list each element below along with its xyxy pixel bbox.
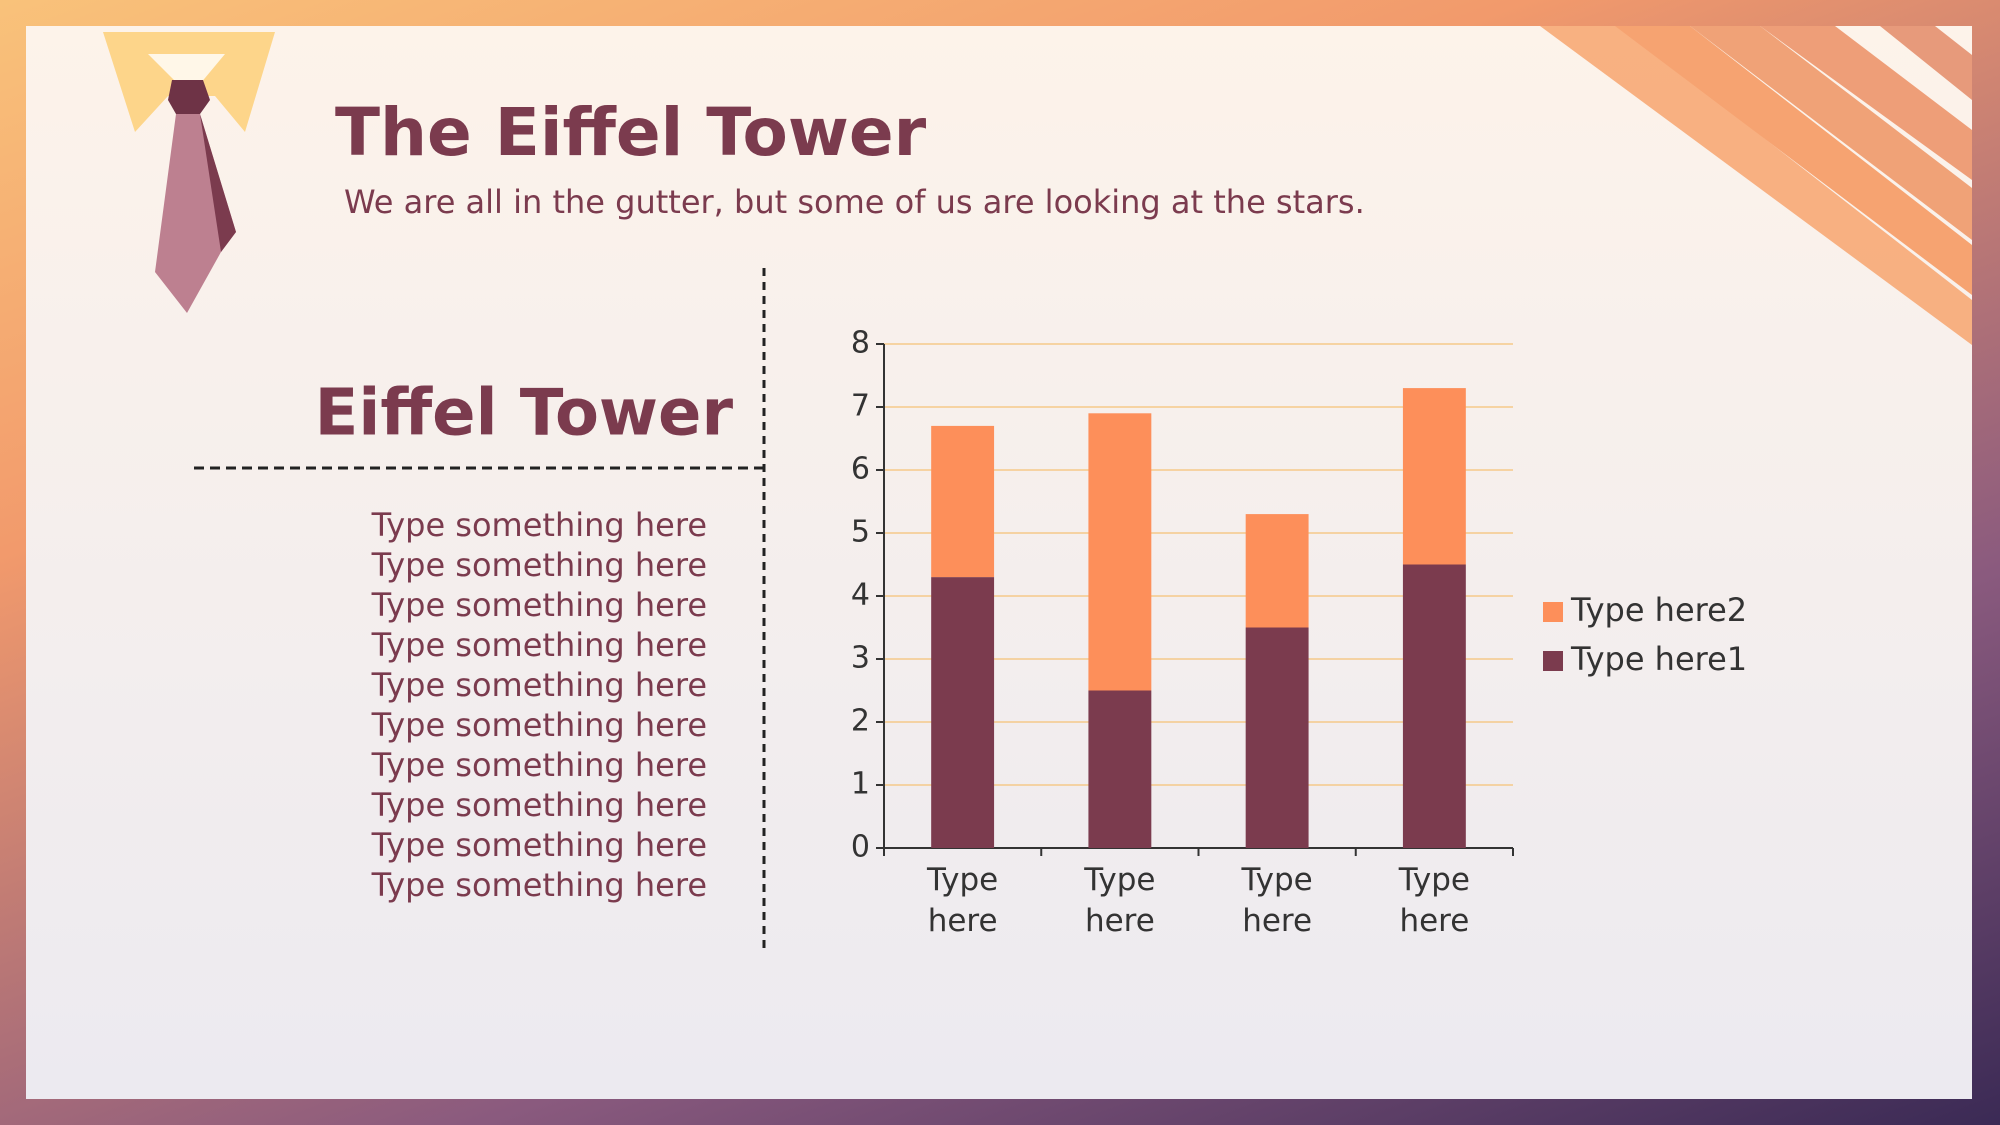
y-tick-label: 0: [851, 830, 870, 865]
x-tick-label-box: Type here: [927, 862, 999, 939]
title: The Eiffel Tower: [335, 94, 927, 171]
body-line: Type something here: [371, 826, 707, 864]
x-tick-label: Type here: [1398, 862, 1470, 939]
bar-segment: [931, 425, 995, 578]
bar-segment: [1088, 413, 1152, 691]
legend-label: Type here2: [1570, 591, 1747, 629]
body-line: Type something here: [371, 706, 707, 744]
y-tick-label: 6: [851, 452, 870, 487]
bar-segment: [1245, 514, 1309, 628]
corner-stripes: [1540, 26, 1972, 345]
panel: [26, 26, 1972, 1099]
y-tick-label: 1: [851, 767, 870, 802]
legend-swatch: [1543, 602, 1563, 622]
legend-swatch: [1543, 651, 1563, 671]
body-line: Type something here: [371, 666, 707, 704]
body-line: Type something here: [371, 586, 707, 624]
x-tick-label-box: Type here: [1398, 862, 1470, 939]
body-line: Type something here: [371, 746, 707, 784]
y-tick-label: 8: [851, 326, 870, 361]
bar-segment: [1402, 564, 1466, 848]
subtitle: We are all in the gutter, but some of us…: [344, 183, 1365, 221]
body-line: Type something here: [371, 866, 707, 904]
y-tick-label: 2: [851, 704, 870, 739]
body-line: Type something here: [371, 626, 707, 664]
bar-segment: [1402, 388, 1466, 565]
bar-segment: [931, 577, 995, 848]
y-tick-label: 4: [851, 578, 870, 613]
bar-segment: [1245, 627, 1309, 848]
x-tick-label-box: Type here: [1084, 862, 1156, 939]
body-line: Type something here: [371, 546, 707, 584]
x-tick-label: Type here: [927, 862, 999, 939]
y-tick-label: 7: [851, 389, 870, 424]
x-tick-label: Type here: [1241, 862, 1313, 939]
x-tick-label: Type here: [1084, 862, 1156, 939]
y-tick-label: 3: [851, 641, 870, 676]
bar-segment: [1088, 690, 1152, 848]
legend-label: Type here1: [1570, 640, 1747, 678]
body-line: Type something here: [371, 786, 707, 824]
x-tick-label-box: Type here: [1241, 862, 1313, 939]
body-line: Type something here: [371, 506, 707, 544]
heading: Eiffel Tower: [315, 377, 734, 451]
tie-icon: [103, 32, 275, 313]
y-tick-label: 5: [851, 515, 870, 550]
